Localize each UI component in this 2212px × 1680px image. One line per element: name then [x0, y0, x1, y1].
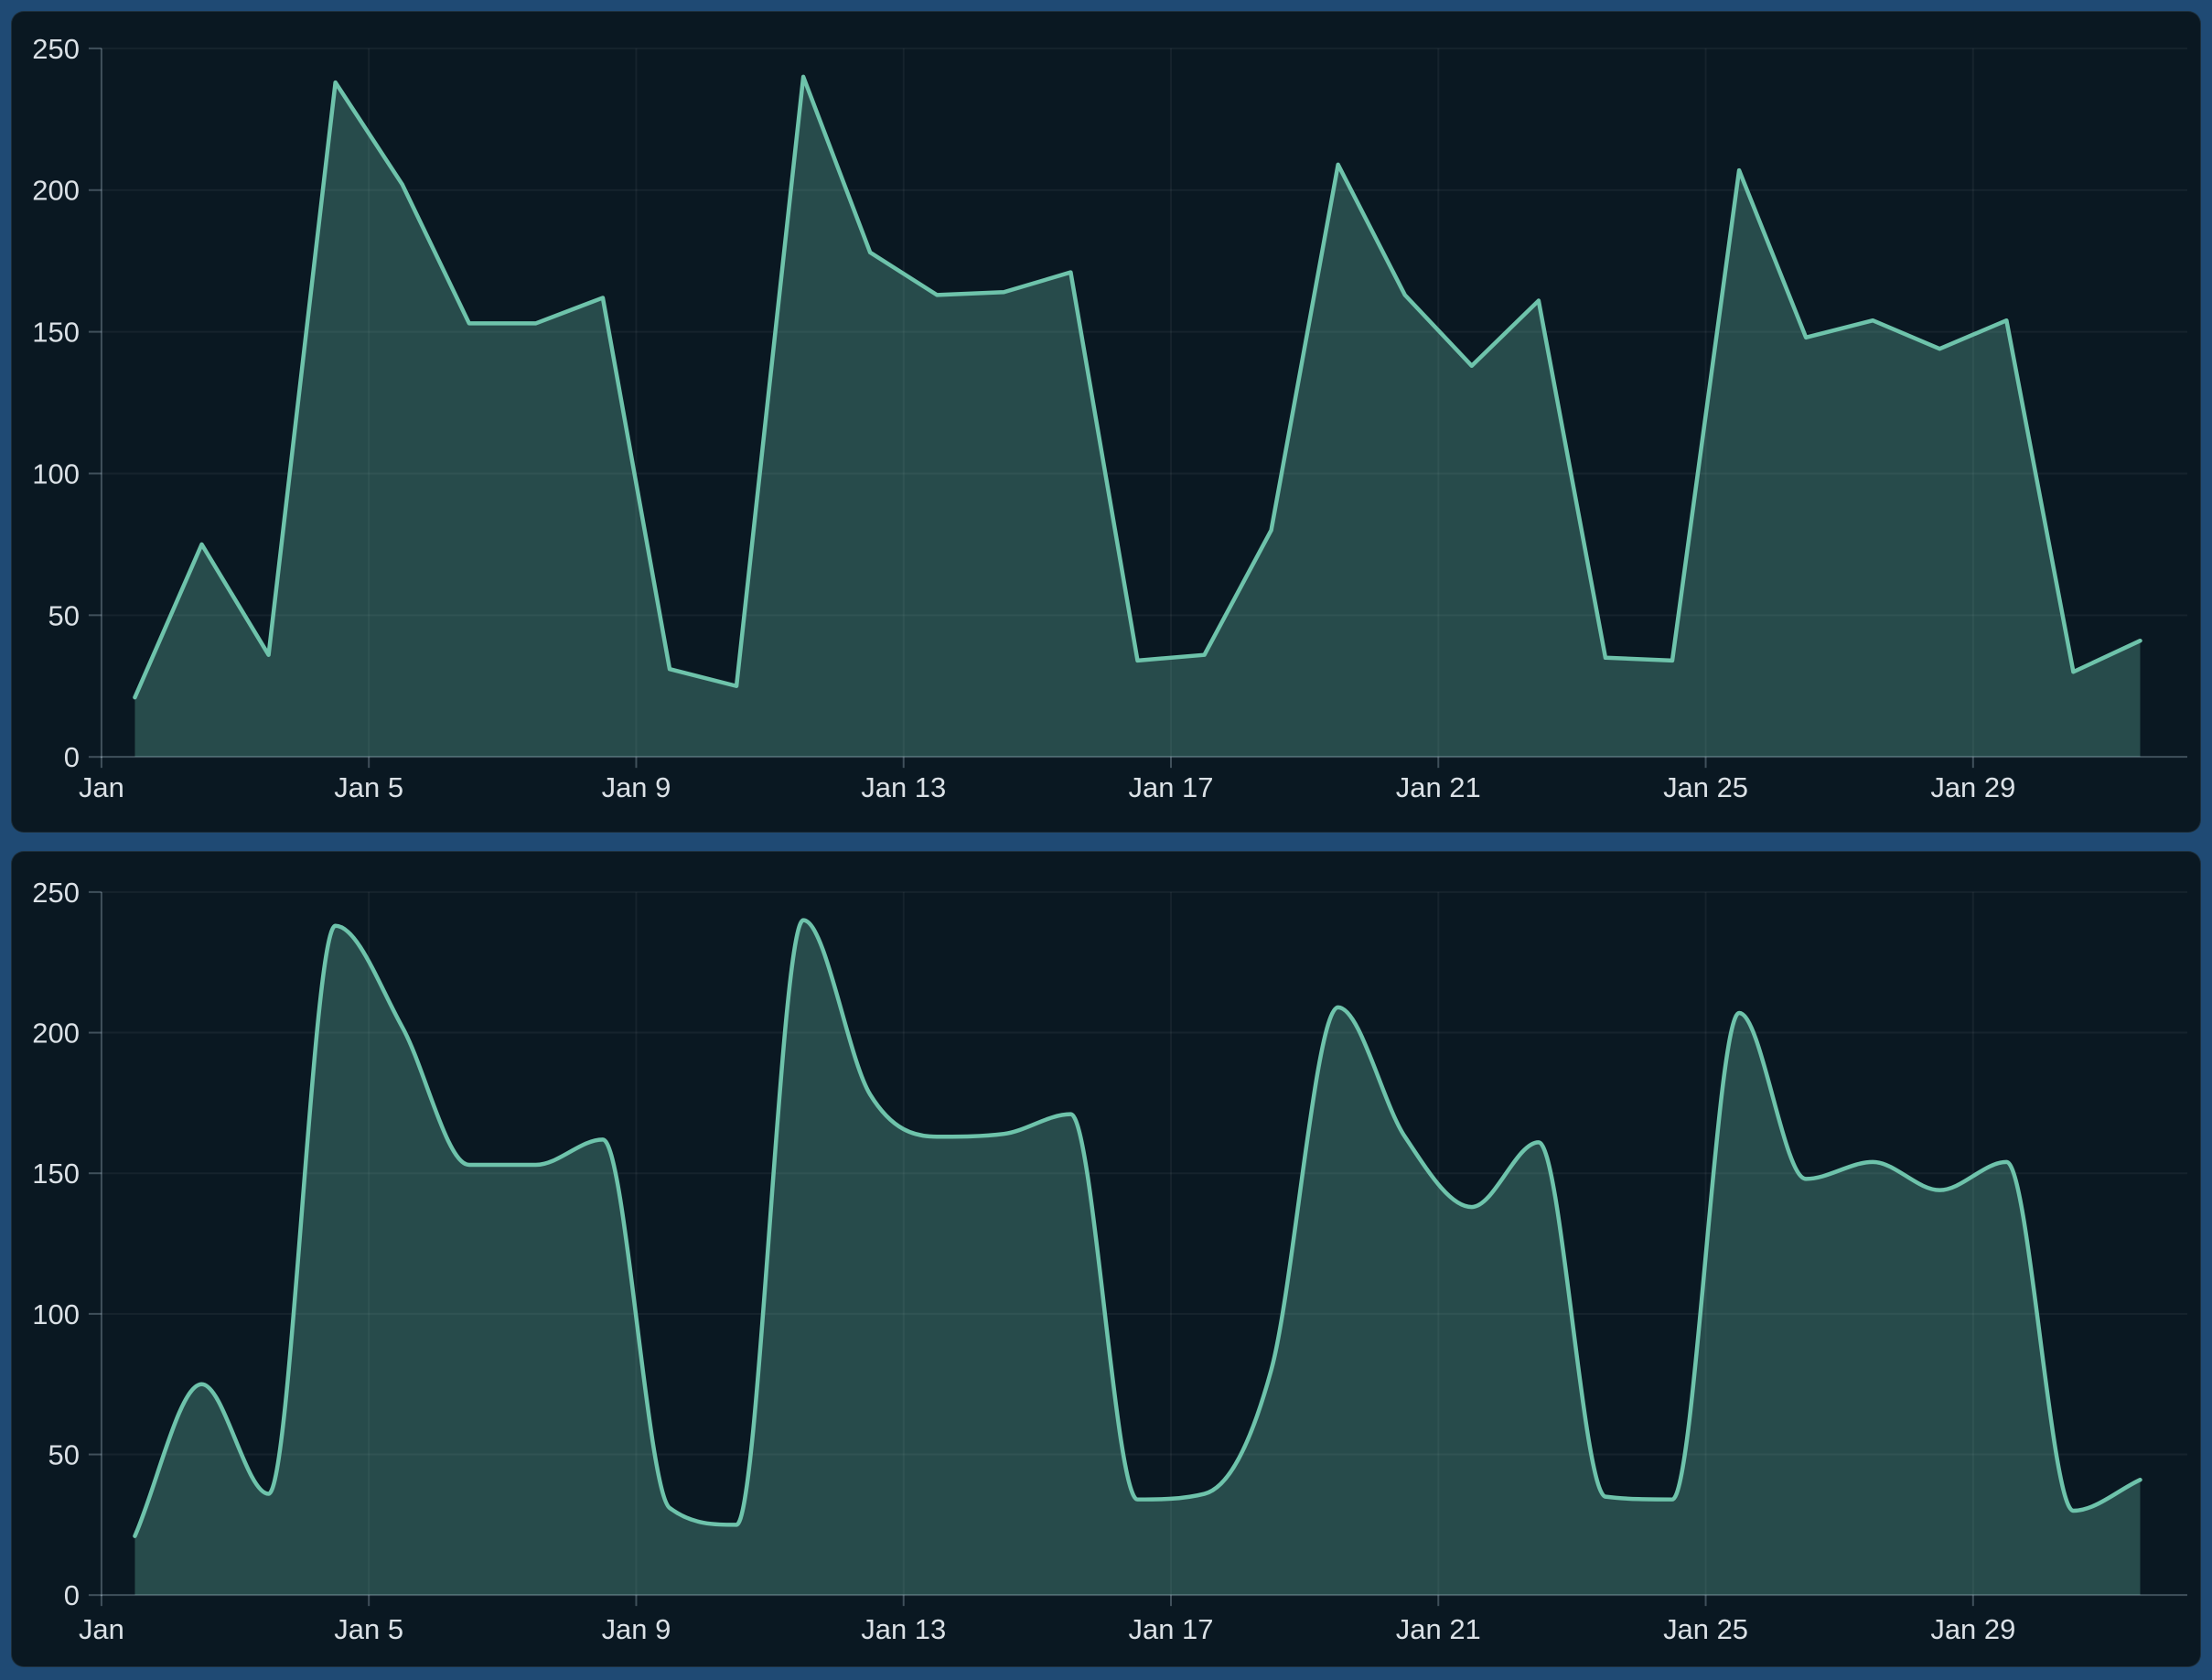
y-tick-label: 200	[32, 1018, 80, 1050]
axes: 0 50 100 150 200 250 Jan Jan 5 Jan 9 Jan 13 Jan 17…	[32, 877, 2188, 1645]
y-tick-label: 0	[64, 1579, 80, 1611]
series-line	[133, 74, 2142, 700]
y-tick-label: 50	[48, 599, 79, 631]
axes: 0 50 100 150 200 250 Jan Jan 5 Jan 9 Jan 13 Jan 17…	[32, 33, 2188, 803]
x-tick-label: Jan	[79, 771, 124, 803]
x-tick-label: Jan 25	[1663, 771, 1748, 803]
x-tick-label: Jan 5	[334, 771, 403, 803]
x-tick-label: Jan 13	[861, 1613, 946, 1645]
x-tick-label: Jan 29	[1930, 771, 2015, 803]
gridlines	[101, 47, 2188, 758]
x-tick-label: Jan 25	[1663, 1613, 1748, 1645]
y-tick-label: 250	[32, 877, 80, 909]
y-tick-label: 50	[48, 1439, 79, 1471]
area-chart-smooth-svg: 0 50 100 150 200 250 Jan Jan 5 Jan 9 Jan 13 Jan 17…	[32, 877, 2188, 1645]
x-tick-label: Jan	[79, 1613, 124, 1645]
series-area-fill	[134, 76, 2141, 758]
x-tick-label: Jan 17	[1129, 771, 1214, 803]
chart-panel-smooth: 0 50 100 150 200 250 Jan Jan 5 Jan 9 Jan 13 Jan 17…	[11, 851, 2201, 1667]
y-tick-label: 100	[32, 1298, 80, 1330]
chart-panel-linear: 0 50 100 150 200 250 Jan Jan 5 Jan 9 Jan 13 Jan 17…	[11, 11, 2201, 833]
x-tick-label: Jan 9	[602, 1613, 671, 1645]
x-tick-label: Jan 21	[1396, 771, 1481, 803]
y-tick-label: 0	[64, 741, 80, 773]
y-tick-label: 150	[32, 317, 80, 349]
x-tick-label: Jan 5	[334, 1613, 403, 1645]
y-tick-label: 150	[32, 1158, 80, 1190]
x-tick-label: Jan 13	[861, 771, 946, 803]
y-tick-label: 200	[32, 175, 80, 207]
x-tick-label: Jan 9	[602, 771, 671, 803]
x-tick-label: Jan 21	[1396, 1613, 1481, 1645]
y-tick-label: 250	[32, 33, 80, 65]
x-tick-label: Jan 17	[1129, 1613, 1214, 1645]
series-line	[133, 918, 2142, 1538]
series-area-fill	[134, 920, 2141, 1596]
gridlines	[101, 890, 2188, 1596]
x-tick-label: Jan 29	[1930, 1613, 2015, 1645]
area-chart-linear-svg: 0 50 100 150 200 250 Jan Jan 5 Jan 9 Jan 13 Jan 17…	[32, 33, 2188, 803]
y-tick-label: 100	[32, 458, 80, 490]
